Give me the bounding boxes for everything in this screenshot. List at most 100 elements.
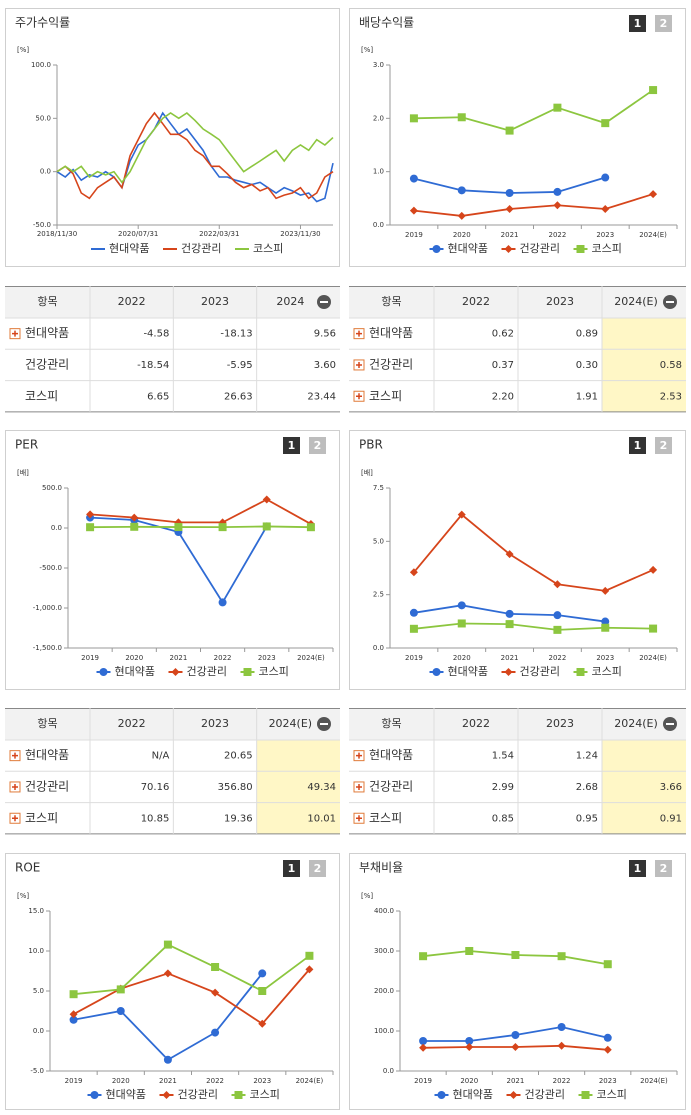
- marker: [557, 1023, 566, 1031]
- cell-value: 0.85: [492, 813, 514, 824]
- x-tick-label: 2021: [501, 654, 519, 662]
- cell-value: 6.65: [147, 391, 169, 402]
- tab-button-label[interactable]: 2: [660, 439, 668, 452]
- table-header-bg: [5, 708, 340, 740]
- x-tick-label: 2023: [599, 1077, 617, 1085]
- y-tick-label: 2.5: [373, 591, 384, 599]
- cell-value: 2.68: [576, 782, 598, 793]
- y-tick-label: 0.0: [33, 1027, 44, 1035]
- row-label: 건강관리: [369, 357, 413, 371]
- cell-value: 10.85: [141, 813, 170, 824]
- y-tick-label: 0.0: [373, 221, 384, 229]
- tab-button[interactable]: [629, 860, 646, 877]
- panel: [5, 8, 340, 267]
- cell-value: 0.62: [492, 329, 514, 340]
- expand-icon-plus[interactable]: [356, 330, 362, 337]
- tab-button[interactable]: [309, 437, 326, 454]
- cell-value: 0.95: [576, 813, 598, 824]
- marker: [505, 205, 514, 213]
- collapse-icon-bar[interactable]: [666, 301, 674, 303]
- expand-icon-plus[interactable]: [356, 815, 362, 822]
- marker: [409, 206, 418, 215]
- panel-title: ROE: [15, 861, 40, 875]
- marker: [409, 624, 418, 633]
- cell-value: 2.20: [492, 391, 514, 402]
- cell-value: -5.95: [227, 360, 253, 371]
- x-tick-label: 2022: [549, 654, 567, 662]
- marker: [130, 513, 139, 522]
- tab-button-label[interactable]: 1: [634, 862, 642, 875]
- tab-button[interactable]: [629, 437, 646, 454]
- marker: [553, 625, 562, 634]
- tab-button-label[interactable]: 2: [314, 439, 322, 452]
- column-header: 2022: [118, 717, 146, 730]
- marker: [649, 624, 658, 633]
- marker: [218, 523, 227, 532]
- column-header: 항목: [381, 717, 401, 730]
- tab-button[interactable]: [655, 15, 672, 32]
- marker: [505, 620, 514, 629]
- tab-button[interactable]: [655, 437, 672, 454]
- marker: [258, 969, 267, 978]
- y-tick-label: 5.0: [373, 537, 384, 545]
- legend-label: 건강관리: [187, 665, 227, 678]
- collapse-icon-bar[interactable]: [666, 723, 674, 725]
- legend-label: 코스피: [597, 1088, 627, 1101]
- legend-label: 코스피: [592, 665, 622, 678]
- x-tick-label: 2019: [65, 1077, 83, 1085]
- legend-label: 건강관리: [181, 242, 221, 255]
- column-header: 항목: [37, 717, 57, 730]
- tab-button-label[interactable]: 1: [634, 439, 642, 452]
- marker: [603, 1045, 612, 1054]
- tab-button-label[interactable]: 1: [288, 439, 296, 452]
- cell-value: 19.36: [224, 813, 253, 824]
- tab-button[interactable]: [283, 437, 300, 454]
- expand-icon-plus[interactable]: [356, 361, 362, 368]
- legend-marker: [504, 245, 513, 253]
- marker: [163, 940, 172, 949]
- tab-button[interactable]: [655, 860, 672, 877]
- tab-button-label[interactable]: 2: [314, 862, 322, 875]
- expand-icon-plus[interactable]: [356, 752, 362, 759]
- panel: [349, 8, 686, 267]
- row-label: 현대약품: [369, 325, 413, 340]
- expand-icon-plus[interactable]: [12, 783, 18, 790]
- row-label: 코스피: [25, 811, 58, 825]
- tab-button[interactable]: [283, 860, 300, 877]
- y-tick-label: -50.0: [33, 221, 51, 229]
- legend-label: 현대약품: [453, 1087, 493, 1101]
- legend-marker: [576, 668, 585, 676]
- tab-button-label[interactable]: 1: [288, 862, 296, 875]
- legend-marker: [243, 668, 252, 676]
- series-line: [56, 111, 334, 200]
- y-tick-label: 3.0: [373, 61, 384, 69]
- series-line: [90, 498, 312, 525]
- x-tick-label: 2019: [405, 654, 423, 662]
- marker: [553, 611, 562, 620]
- x-tick-label: 2019: [405, 231, 423, 239]
- collapse-icon-bar[interactable]: [320, 723, 328, 725]
- cell-value: 70.16: [141, 782, 170, 793]
- tab-button-label[interactable]: 1: [634, 17, 642, 30]
- column-header: 2023: [546, 295, 574, 308]
- x-tick-label: 2022: [206, 1077, 224, 1085]
- cell-value: 9.56: [314, 329, 336, 340]
- tab-button[interactable]: [629, 15, 646, 32]
- marker: [465, 1037, 474, 1045]
- tab-button-label[interactable]: 2: [660, 862, 668, 875]
- row-label: 현대약품: [25, 325, 69, 340]
- marker: [505, 550, 514, 559]
- marker: [211, 988, 220, 997]
- expand-icon-plus[interactable]: [12, 330, 18, 337]
- row-label: 건강관리: [369, 779, 413, 793]
- expand-icon-plus[interactable]: [356, 783, 362, 790]
- collapse-icon-bar[interactable]: [320, 301, 328, 303]
- expand-icon-plus[interactable]: [12, 752, 18, 759]
- expand-icon-plus[interactable]: [12, 815, 18, 822]
- tab-button[interactable]: [309, 860, 326, 877]
- tab-button-label[interactable]: 2: [660, 17, 668, 30]
- legend-label: 코스피: [253, 242, 283, 255]
- expand-icon-plus[interactable]: [356, 393, 362, 400]
- x-tick-label: 2023: [253, 1077, 271, 1085]
